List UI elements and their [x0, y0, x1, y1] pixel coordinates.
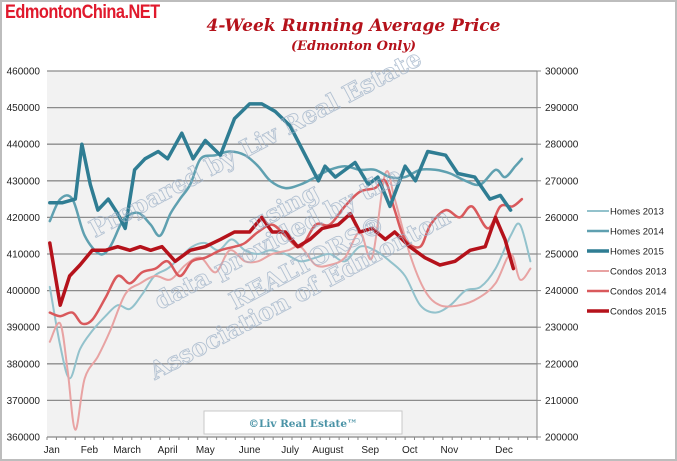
legend-label-homes-2014: Homes 2014: [610, 227, 664, 238]
y-left-tick-label: 450000: [7, 103, 41, 114]
x-tick-label: March: [113, 445, 141, 456]
legend-label-homes-2015: Homes 2015: [610, 247, 664, 258]
y-right-tick-label: 260000: [545, 213, 579, 224]
x-tick-label: May: [196, 445, 215, 456]
y-right-tick-label: 230000: [545, 323, 579, 334]
series-line-homes-2013: [48, 222, 532, 380]
y-left-tick-label: 440000: [7, 140, 41, 151]
x-tick-label: Jan: [44, 445, 60, 456]
y-right-tick-label: 280000: [545, 140, 579, 151]
legend-label-condos-2015: Condos 2015: [610, 307, 667, 318]
y-right-tick-label: 240000: [545, 286, 579, 297]
y-left-tick-label: 400000: [7, 286, 41, 297]
y-left-tick-label: 380000: [7, 359, 41, 370]
x-axis: Jan Feb March April May June July August Sep Oct N…: [44, 437, 538, 456]
series-line-condos-2013: [48, 170, 532, 431]
chart-subtitle: (Edmonton Only): [290, 39, 417, 54]
y-left-tick-label: 460000: [7, 67, 41, 78]
y-right-tick-label: 210000: [545, 396, 579, 407]
y-right-tick-label: 220000: [545, 359, 579, 370]
y-right-tick-label: 290000: [545, 103, 579, 114]
x-tick-label: August: [312, 445, 343, 456]
y-right-tick-label: 200000: [545, 433, 579, 444]
y-left-tick-label: 370000: [7, 396, 41, 407]
y-right-tick-label: 250000: [545, 250, 579, 261]
y-right-tick-label: 300000: [545, 67, 579, 78]
copyright-box: [203, 410, 403, 435]
series-line-homes-2014: [48, 150, 524, 256]
x-tick-label: Dec: [495, 445, 513, 456]
y-axis-right: 300000 290000 280000 270000 260000 250000 2400…: [536, 67, 579, 444]
series-line-condos-2015: [48, 211, 516, 307]
y-left-tick-label: 410000: [7, 250, 41, 261]
x-tick-label: Oct: [402, 445, 418, 456]
x-tick-label: July: [281, 445, 299, 456]
legend-label-condos-2013: Condos 2013: [610, 267, 667, 278]
series-line-homes-2015: [48, 102, 513, 231]
y-axis-left: 460000 450000 440000 430000 420000 410000 4000…: [7, 67, 41, 444]
y-left-tick-label: 420000: [7, 213, 41, 224]
series-line-condos-2014: [48, 178, 524, 326]
y-left-tick-label: 390000: [7, 323, 41, 334]
y-right-tick-label: 270000: [545, 176, 579, 187]
legend-label-condos-2014: Condos 2014: [610, 287, 667, 298]
y-left-tick-label: 430000: [7, 176, 41, 187]
chart-title: 4-Week Running Average Price: [206, 16, 501, 36]
x-tick-label: Sep: [361, 445, 379, 456]
legend-label-homes-2013: Homes 2013: [610, 207, 664, 218]
brand-logo: EdmontonChina.NET: [5, 2, 160, 23]
copyright-text: ©Liv Real Estate™: [248, 418, 357, 430]
x-tick-label: April: [158, 445, 178, 456]
x-tick-label: Nov: [440, 445, 458, 456]
x-tick-label: June: [239, 445, 261, 456]
y-left-tick-label: 360000: [7, 433, 41, 444]
series-lines: [48, 102, 532, 431]
x-tick-label: Feb: [81, 445, 99, 456]
legend: Homes 2013 Homes 2014 Homes 2015 Condos 201…: [587, 207, 667, 318]
